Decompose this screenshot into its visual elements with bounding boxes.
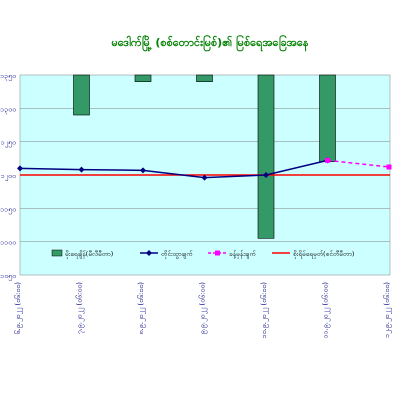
rain-bar — [134, 74, 152, 82]
y-tick-label-left: ၁၃၅၀ — [0, 72, 16, 81]
observed-point — [201, 174, 208, 181]
y-tick-label-left: ၁၁၅၀ — [0, 205, 16, 214]
chart-title: မဒေါက်မြို့ (စစ်တောင်းမြစ်)၏ မြစ်ရေအခြေအ… — [111, 34, 308, 52]
rain-bar — [319, 74, 336, 162]
x-tick: ၁၀.၉.၂၀၂၂ (၀၆:၀၀) — [260, 282, 269, 339]
line-series — [17, 157, 392, 181]
legend-marker-forecast — [215, 250, 220, 256]
y-tick-label-left: ၁၃၀၀ — [0, 105, 16, 114]
x-tick-label: ၆.၉.၂၀၂၂ (၀၆:၀၀) — [14, 282, 23, 335]
legend-marker-observed — [146, 250, 152, 256]
rain-bar — [257, 74, 275, 239]
y-tick-label-left: ၁၂၀၀ — [1, 172, 16, 181]
observed-point — [263, 172, 269, 178]
legend: မိုးရေချိန်(မီလီမီတာ) တိုင်းထွာချက် ခန့်မှ… — [51, 249, 354, 259]
rain-bar — [73, 74, 90, 116]
legend-swatch-rain — [51, 249, 63, 257]
y-tick-label-left: ၁၀၅၀ — [0, 272, 16, 281]
x-axis-ticks: ၆.၉.၂၀၂၂ (၀၆:၀၀) ၇.၉.၂၀၂၂ (၀၆:၀၀) ၈.၉.၂၀၂၂… — [14, 282, 392, 339]
x-tick: ၁၂.၉.၂၀၂၂ (၀၆:၀၀) — [383, 282, 392, 338]
bar-series — [73, 74, 336, 239]
x-tick-label: ၉.၉.၂၀၂၂ (၀၆:၀၀) — [199, 282, 208, 335]
legend-label: မိုးရေချိန်(မီလီမီတာ) — [65, 250, 113, 259]
x-tick-label: ၈.၉.၂၀၂၂ (၀၆:၀၀) — [137, 282, 146, 335]
observed-point — [78, 166, 85, 173]
x-tick: ၉.၉.၂၀၂၂ (၀၆:၀၀) — [199, 282, 208, 335]
x-tick: ၆.၉.၂၀၂၂ (၀၆:၀၀) — [14, 282, 23, 335]
rain-bar — [196, 74, 213, 82]
forecast-line — [327, 159, 390, 168]
x-tick: ၁၁.၉.၂၀၂၂ (၀၆:၀၀) — [322, 282, 331, 339]
y-tick-label-left: ၁၁၀၀ — [0, 239, 16, 247]
observed-point — [17, 165, 23, 172]
x-tick-label: ၇.၉.၂၀၂၂ (၀၆:၀၀) — [76, 282, 85, 335]
x-tick-label: ၁၂.၉.၂၀၂၂ (၀၆:၀၀) — [383, 282, 392, 338]
legend-label: တိုင်းထွာချက် — [161, 250, 193, 259]
forecast-point — [386, 164, 392, 170]
x-tick: ၇.၉.၂၀၂၂ (၀၆:၀၀) — [76, 282, 85, 335]
legend-label: ခန့်မှန်းချက် — [229, 250, 256, 259]
x-tick: ၈.၉.၂၀၂၂ (၀၆:၀၀) — [137, 282, 146, 335]
x-tick-label: ၁၁.၉.၂၀၂၂ (၀၆:၀၀) — [322, 282, 331, 339]
observed-line — [19, 159, 328, 179]
forecast-point — [325, 157, 330, 163]
observed-point — [140, 167, 146, 174]
y-tick-label-left: ၁၂၅၀ — [1, 139, 16, 148]
x-tick-label: ၁၀.၉.၂၀၂၂ (၀၆:၀၀) — [260, 282, 269, 339]
legend-label: စိုးရိမ်ရေမှတ်(စင်တီမီတာ) — [293, 250, 354, 259]
